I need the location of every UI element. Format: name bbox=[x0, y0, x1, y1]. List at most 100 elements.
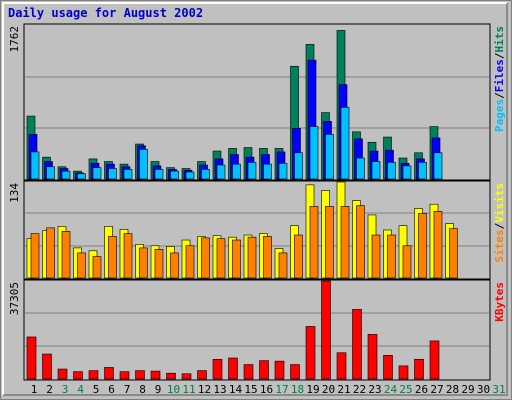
day-label-26: 26 bbox=[415, 383, 428, 396]
plot-panel-1 bbox=[23, 23, 491, 181]
bar-pages-day-26 bbox=[418, 162, 427, 180]
bar-pages-day-27 bbox=[433, 152, 443, 180]
legend-part-2-1: Sites bbox=[493, 229, 506, 262]
bar-kbytes-day-8 bbox=[135, 370, 145, 380]
bar-sites-day-4 bbox=[77, 252, 86, 279]
day-label-9: 9 bbox=[155, 383, 162, 396]
bar-pages-day-6 bbox=[108, 168, 117, 180]
bar-pages-day-17 bbox=[278, 162, 288, 180]
bar-kbytes-day-13 bbox=[212, 358, 223, 380]
bar-kbytes-day-4 bbox=[73, 371, 83, 380]
bar-pages-day-1 bbox=[30, 151, 40, 180]
day-label-8: 8 bbox=[139, 383, 146, 396]
day-label-29: 29 bbox=[461, 383, 474, 396]
bar-pages-day-8 bbox=[139, 148, 148, 180]
bar-pages-day-15 bbox=[247, 162, 257, 180]
bar-kbytes-day-11 bbox=[181, 373, 192, 380]
day-label-10: 10 bbox=[167, 383, 180, 396]
legend-part-1-2: / bbox=[493, 92, 506, 99]
bar-sites-day-1 bbox=[30, 233, 40, 279]
legend-part-1-1: Pages bbox=[493, 99, 506, 132]
bar-sites-day-26 bbox=[418, 213, 427, 279]
bar-pages-day-3 bbox=[61, 170, 71, 180]
bar-pages-day-14 bbox=[232, 163, 241, 180]
bar-kbytes-day-17 bbox=[274, 360, 285, 380]
bar-pages-day-18 bbox=[294, 152, 303, 180]
day-label-28: 28 bbox=[446, 383, 459, 396]
chart-title: Daily usage for August 2002 bbox=[8, 6, 204, 20]
bar-sites-day-17 bbox=[278, 252, 288, 279]
bar-pages-day-12 bbox=[201, 169, 210, 180]
bar-sites-day-25 bbox=[402, 245, 412, 279]
bar-sites-day-10 bbox=[170, 252, 179, 279]
ymax-label-3: 37305 bbox=[8, 282, 21, 315]
bar-pages-day-23 bbox=[371, 161, 381, 180]
day-label-1: 1 bbox=[31, 383, 38, 396]
legend-part-1-3: Files bbox=[493, 59, 506, 92]
legend-part-2-3: Visits bbox=[493, 183, 506, 223]
day-label-27: 27 bbox=[430, 383, 443, 396]
bar-pages-day-5 bbox=[92, 167, 102, 180]
bar-kbytes-day-16 bbox=[259, 360, 269, 380]
day-label-15: 15 bbox=[244, 383, 257, 396]
plot-panel-2 bbox=[23, 180, 491, 280]
bar-sites-day-11 bbox=[185, 245, 195, 279]
day-label-4: 4 bbox=[77, 383, 84, 396]
bar-kbytes-day-21 bbox=[336, 352, 347, 380]
bar-pages-day-4 bbox=[77, 173, 86, 180]
bar-kbytes-day-19 bbox=[305, 326, 316, 380]
bar-kbytes-day-15 bbox=[243, 364, 254, 380]
bar-sites-day-18 bbox=[294, 234, 303, 279]
day-label-5: 5 bbox=[93, 383, 100, 396]
bar-pages-day-22 bbox=[356, 157, 365, 180]
bar-pages-day-2 bbox=[46, 166, 55, 180]
bar-sites-day-16 bbox=[263, 236, 272, 279]
bar-sites-day-28 bbox=[449, 228, 458, 279]
bar-kbytes-day-9 bbox=[150, 370, 161, 380]
legend-part-3-1: KBytes bbox=[493, 282, 506, 322]
day-label-3: 3 bbox=[62, 383, 69, 396]
bar-kbytes-day-3 bbox=[57, 368, 68, 380]
legend-label-2: Sites/Visits bbox=[493, 183, 506, 263]
day-label-24: 24 bbox=[384, 383, 398, 396]
day-label-21: 21 bbox=[337, 383, 350, 396]
day-label-14: 14 bbox=[229, 383, 243, 396]
bar-pages-day-24 bbox=[387, 162, 396, 180]
bar-kbytes-day-22 bbox=[352, 309, 362, 380]
day-label-7: 7 bbox=[124, 383, 131, 396]
bar-sites-day-15 bbox=[247, 236, 257, 279]
legend-label-3: KBytes bbox=[493, 282, 506, 322]
bar-sites-day-3 bbox=[61, 231, 71, 279]
bar-kbytes-day-26 bbox=[414, 358, 424, 380]
bar-sites-day-14 bbox=[232, 239, 241, 279]
bar-kbytes-day-24 bbox=[383, 355, 393, 380]
bar-kbytes-day-2 bbox=[42, 353, 52, 380]
bar-sites-day-13 bbox=[216, 238, 226, 279]
bar-pages-day-13 bbox=[216, 164, 226, 180]
day-label-6: 6 bbox=[108, 383, 115, 396]
bar-kbytes-day-18 bbox=[290, 364, 300, 380]
chart-frame-bevel bbox=[2, 2, 508, 396]
bar-sites-day-5 bbox=[92, 256, 102, 279]
day-label-16: 16 bbox=[260, 383, 273, 396]
legend-part-1-4: / bbox=[493, 52, 506, 59]
bar-sites-day-12 bbox=[201, 237, 210, 279]
bar-sites-day-6 bbox=[108, 236, 117, 279]
bar-sites-day-27 bbox=[433, 211, 443, 279]
bar-sites-day-19 bbox=[309, 206, 319, 279]
legend-label-1: Pages/Files/Hits bbox=[493, 26, 506, 132]
day-label-23: 23 bbox=[368, 383, 381, 396]
bar-sites-day-24 bbox=[387, 234, 396, 279]
ymax-label-2: 134 bbox=[8, 183, 21, 203]
day-label-20: 20 bbox=[322, 383, 335, 396]
bar-sites-day-22 bbox=[356, 205, 365, 279]
bar-sites-day-7 bbox=[123, 233, 133, 279]
day-label-25: 25 bbox=[399, 383, 412, 396]
bar-kbytes-day-10 bbox=[166, 372, 176, 380]
bar-sites-day-20 bbox=[325, 206, 334, 279]
day-label-12: 12 bbox=[198, 383, 211, 396]
bar-pages-day-19 bbox=[309, 126, 319, 180]
bar-sites-day-2 bbox=[46, 227, 55, 279]
legend-part-1-5: Hits bbox=[493, 26, 506, 53]
